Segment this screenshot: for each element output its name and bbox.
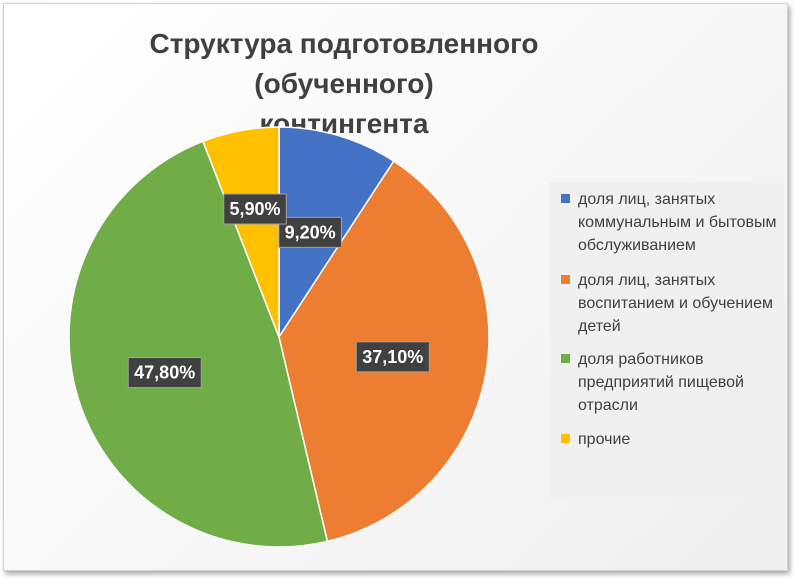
legend-swatch-1 — [561, 275, 570, 284]
legend-label-3-line-1: прочие — [578, 431, 631, 448]
legend-label-0: доля лиц, занятых коммунальным и бытовым… — [578, 188, 786, 257]
data-label-text-2: 47,80% — [134, 363, 195, 383]
data-label-text-3: 5,90% — [229, 199, 280, 219]
data-label-text-1: 37,10% — [362, 347, 423, 367]
data-label-0: 9,20% — [278, 216, 342, 248]
pie-slice-3 — [201, 126, 280, 338]
legend-label-0-line-1: доля лиц, занятых — [578, 191, 716, 208]
pie-chart: 9,20% 37,10% 47,80% 5,90% — [68, 126, 490, 548]
legend-item-0: доля лиц, занятых коммунальным и бытовым… — [561, 188, 786, 257]
legend-swatch-2 — [561, 354, 570, 363]
legend-label-1-line-2: воспитанием и обучением — [578, 295, 773, 312]
legend-item-1: доля лиц, занятых воспитанием и обучение… — [561, 269, 786, 338]
data-label-box-1 — [355, 341, 430, 373]
legend-item-3: прочие — [561, 428, 786, 451]
data-label-3: 5,90% — [223, 193, 287, 225]
legend-item-2: доля работников предприятий пищевой отра… — [561, 348, 786, 417]
data-label-1: 37,10% — [355, 341, 430, 373]
legend-label-3: прочие — [578, 428, 786, 451]
data-label-box-2 — [127, 357, 202, 389]
legend-label-2-line-2: предприятий пищевой — [578, 374, 744, 391]
legend-label-1: доля лиц, занятых воспитанием и обучение… — [578, 269, 786, 338]
data-label-text-0: 9,20% — [285, 222, 336, 242]
data-label-2: 47,80% — [127, 357, 202, 389]
pie-slice-2 — [68, 140, 329, 548]
legend-label-1-line-3: детей — [578, 318, 621, 335]
legend-label-2-line-3: отрасли — [578, 397, 638, 414]
data-label-box-0 — [278, 216, 342, 248]
legend-label-0-line-3: обслуживанием — [578, 237, 696, 254]
legend-label-2-line-1: доля работников — [578, 351, 704, 368]
chart-area: Структура подготовленного (обученного) к… — [3, 3, 788, 571]
legend-swatch-3 — [561, 434, 570, 443]
legend: доля лиц, занятых коммунальным и бытовым… — [549, 182, 784, 497]
data-label-box-3 — [223, 193, 287, 225]
legend-label-2: доля работников предприятий пищевой отра… — [578, 348, 786, 417]
chart-title-line-1: Структура подготовленного (обученного) — [149, 28, 539, 99]
pie-data-labels: 9,20% 37,10% 47,80% 5,90% — [127, 193, 430, 389]
chart-title: Структура подготовленного (обученного) к… — [64, 24, 624, 144]
pie-slices — [68, 126, 490, 548]
legend-swatch-0 — [561, 194, 570, 203]
legend-label-1-line-1: доля лиц, занятых — [578, 272, 716, 289]
legend-label-0-line-2: коммунальным и бытовым — [578, 214, 777, 231]
